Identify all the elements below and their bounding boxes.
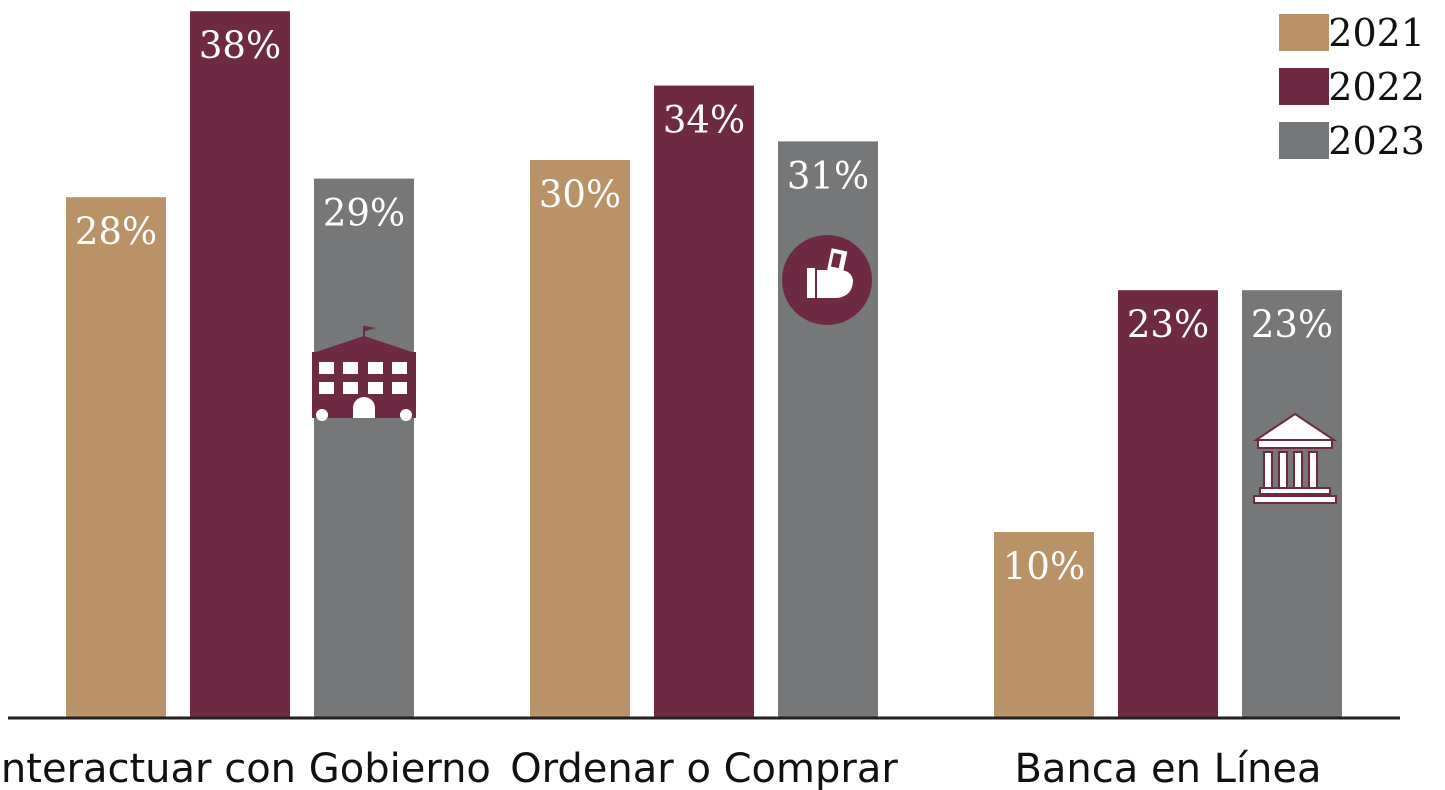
bar-value-label: 23% (1127, 303, 1209, 346)
legend-swatch-2022 (1279, 68, 1329, 105)
government-building-icon (312, 326, 416, 421)
bar-value-label: 28% (75, 210, 157, 253)
category-labels-group: Interactuar con Gobierno Ordenar o Compra… (0, 746, 1322, 790)
bar-labels-group: 28% 30% 10% 38% 34% 23% 29% 31% 23% (75, 24, 1333, 588)
hand-holding-money-icon (782, 235, 872, 325)
bars-group (66, 11, 1342, 719)
bar-value-label: 38% (199, 24, 281, 67)
bar-2021-2 (994, 532, 1094, 718)
bar-2021-1 (530, 160, 630, 718)
bar-value-label: 34% (663, 99, 745, 142)
category-label: Interactuar con Gobierno (0, 746, 491, 790)
bar-value-label: 29% (323, 192, 405, 235)
legend-swatch-2023 (1279, 122, 1329, 159)
bar-2023-0 (314, 178, 414, 719)
bank-icon (1252, 412, 1338, 504)
bar-value-label: 30% (539, 173, 621, 216)
bar-2021-0 (66, 197, 166, 718)
category-label: Banca en Línea (1014, 746, 1321, 790)
bar-value-label: 10% (1003, 545, 1085, 588)
bar-value-label: 31% (787, 154, 869, 197)
bar-2023-2 (1242, 290, 1342, 718)
legend-label: 2021 (1328, 11, 1425, 55)
category-label: Ordenar o Comprar (510, 746, 898, 790)
legend-label: 2023 (1328, 119, 1425, 163)
bar-2022-0 (190, 11, 290, 718)
legend-label: 2022 (1328, 65, 1425, 109)
bar-2022-2 (1118, 290, 1218, 718)
bar-value-label: 23% (1251, 303, 1333, 346)
bar-2022-1 (654, 85, 754, 719)
bar-2023-1 (778, 141, 878, 718)
legend-swatch-2021 (1279, 14, 1329, 51)
legend: 2021 2022 2023 (1279, 11, 1425, 163)
